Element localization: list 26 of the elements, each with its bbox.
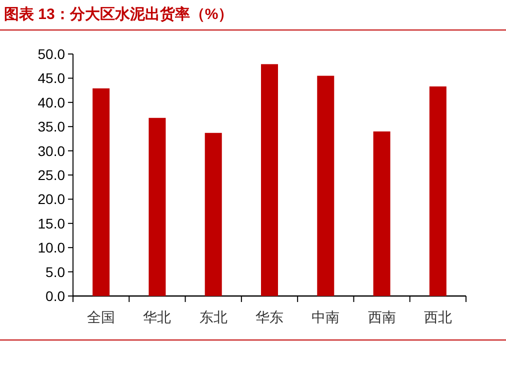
bar <box>429 86 446 296</box>
x-tick-label: 华东 <box>256 309 284 325</box>
y-tick-label: 30.0 <box>38 142 66 159</box>
y-tick-label: 40.0 <box>38 94 66 110</box>
bar <box>373 131 390 296</box>
y-tick-label: 5.0 <box>46 264 66 280</box>
x-tick-label: 中南 <box>312 309 340 325</box>
bar <box>317 76 334 296</box>
bar <box>92 88 110 296</box>
y-tick-label: 25.0 <box>38 167 66 183</box>
y-tick-label: 45.0 <box>38 70 66 86</box>
x-tick-label: 华北 <box>143 309 172 325</box>
y-tick-label: 0.0 <box>46 288 66 304</box>
y-tick-label: 35.0 <box>38 118 66 135</box>
y-tick-label: 15.0 <box>38 215 66 232</box>
bar <box>148 118 166 296</box>
y-tick-label: 20.0 <box>38 191 66 208</box>
bar <box>261 64 278 296</box>
x-tick-label: 西南 <box>368 309 396 325</box>
x-tick-label: 西北 <box>424 309 452 325</box>
bar <box>204 132 222 296</box>
x-tick-label: 东北 <box>199 309 228 325</box>
title: 图表 13：分大区水泥出货率（%） <box>4 6 234 23</box>
y-tick-label: 10.0 <box>38 240 66 256</box>
x-tick-label: 全国 <box>87 309 116 325</box>
y-tick-label: 50.0 <box>38 46 66 62</box>
